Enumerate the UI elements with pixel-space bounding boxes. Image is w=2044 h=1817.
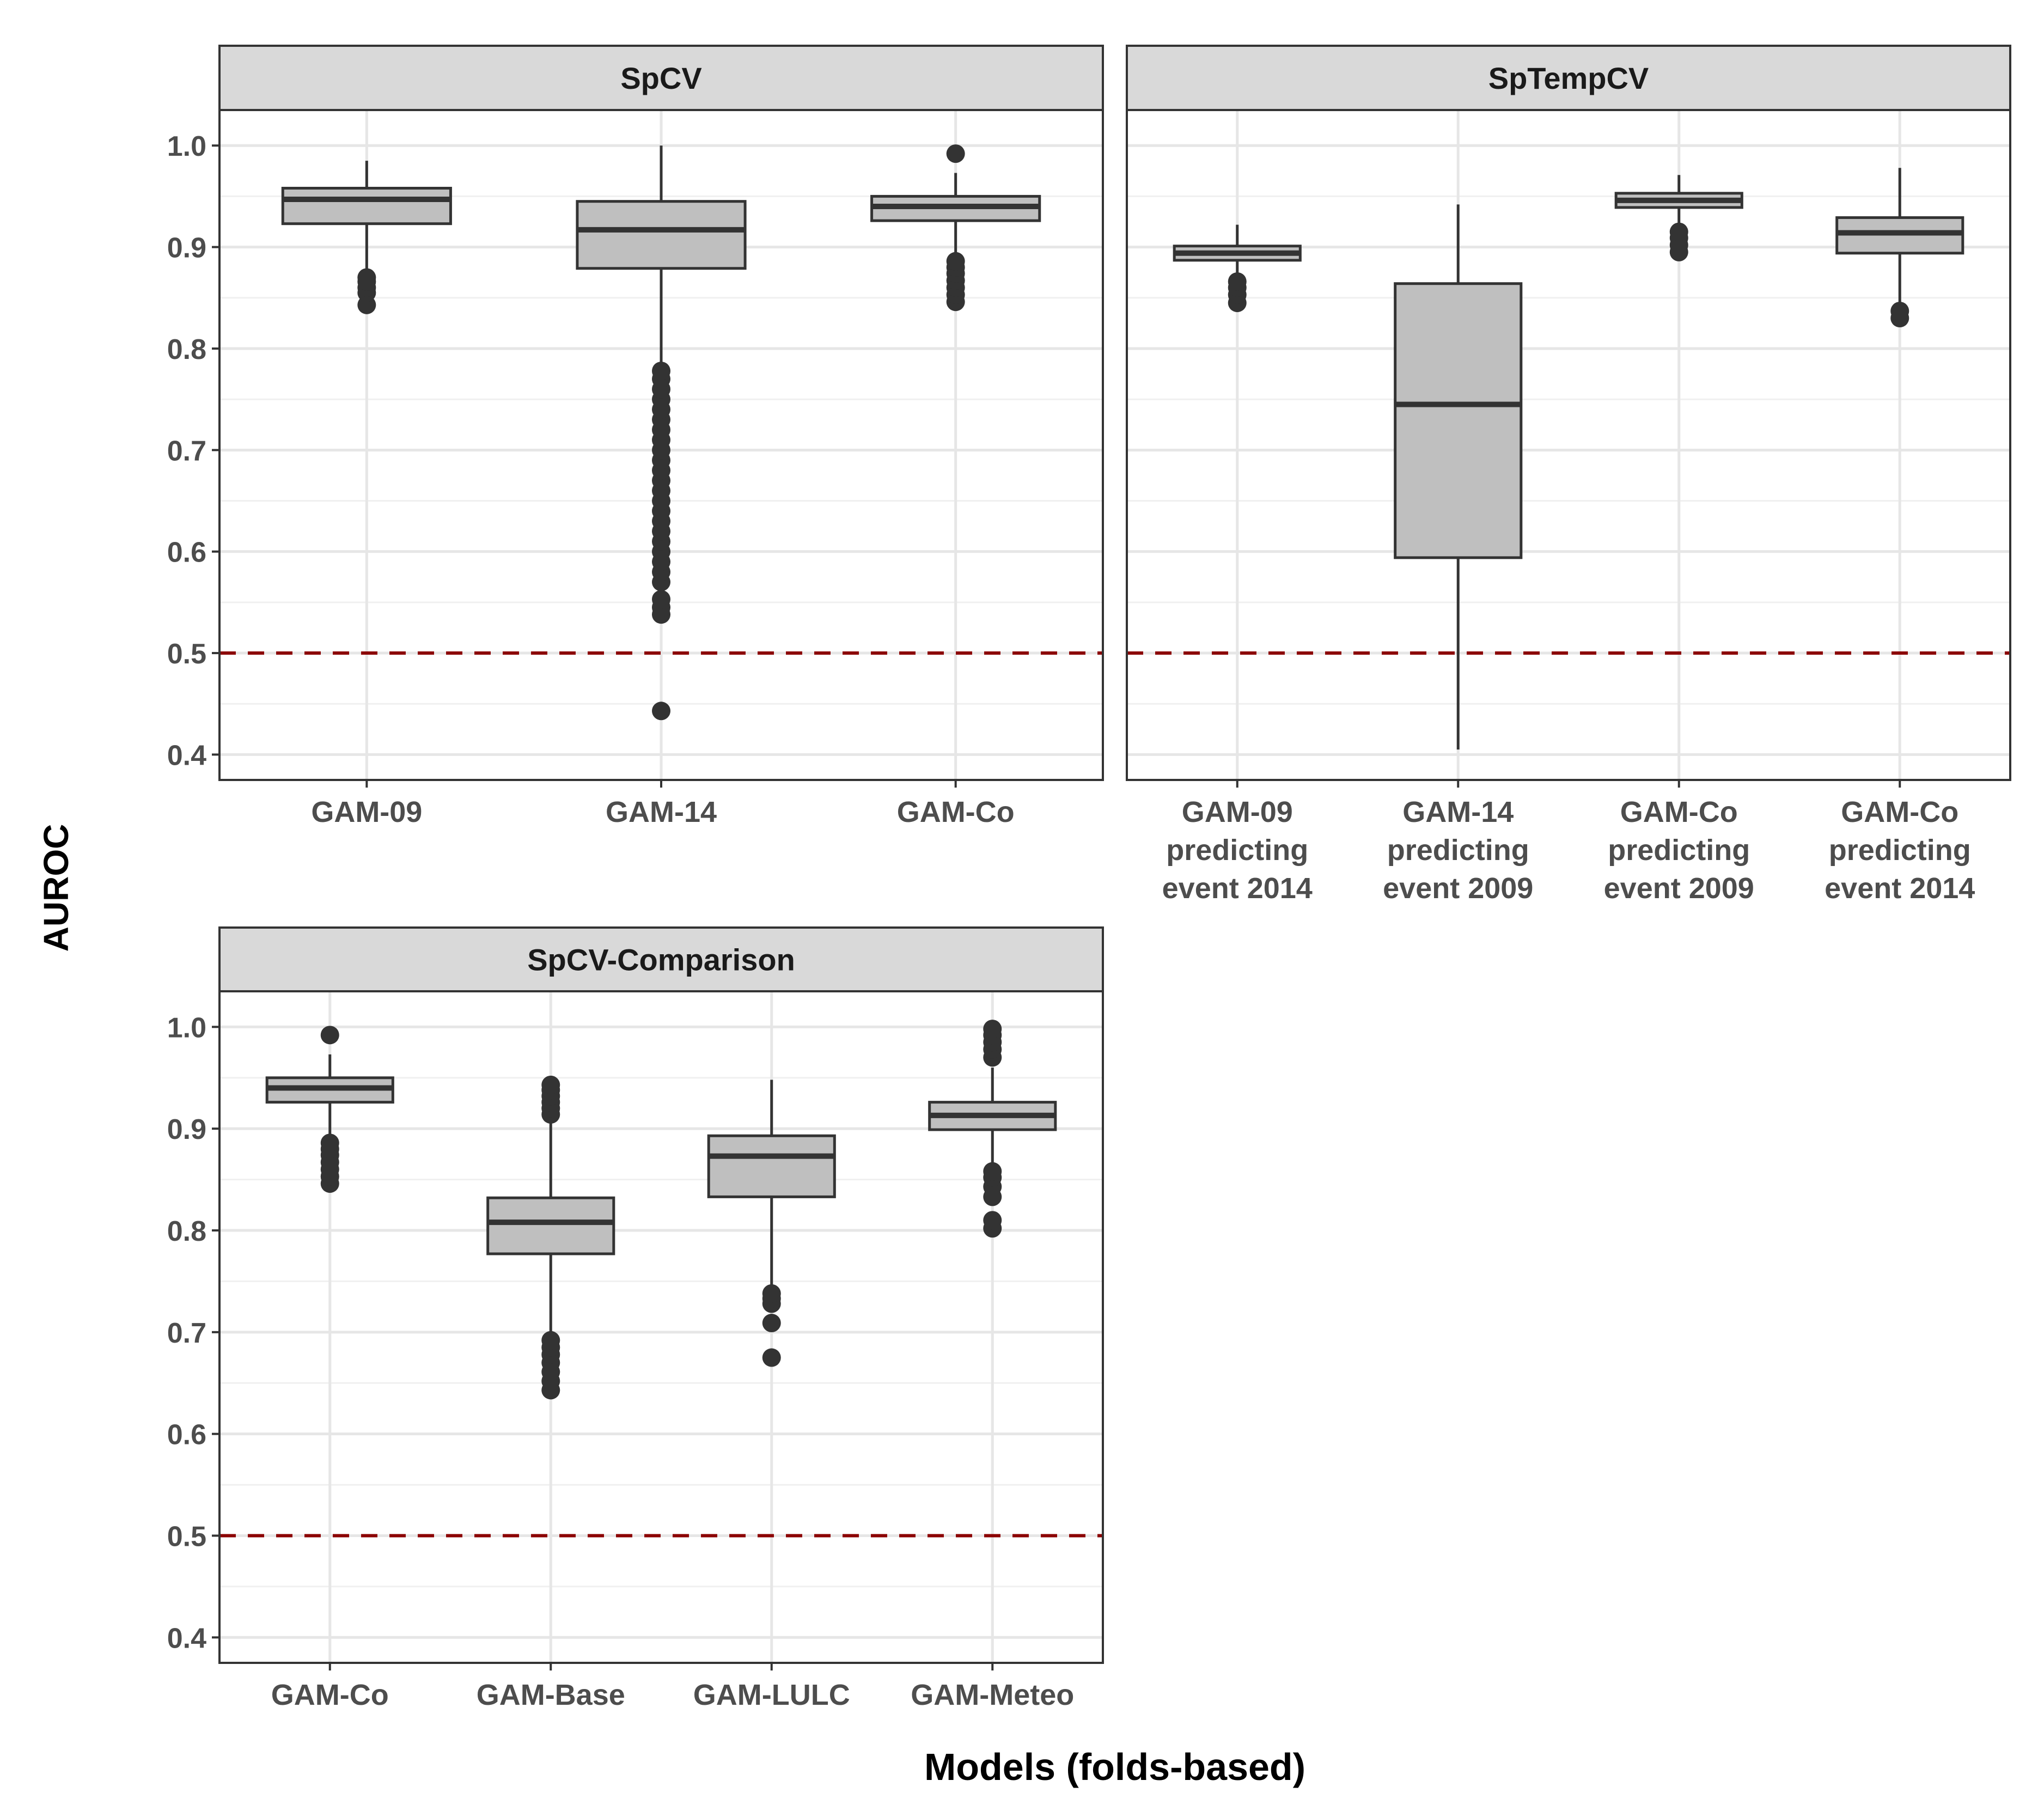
facet-title: SpCV-Comparison <box>527 943 795 977</box>
outlier-point <box>1890 302 1909 320</box>
x-tick-label: event 2009 <box>1383 872 1533 905</box>
x-tick-label: GAM-14 <box>1402 796 1514 828</box>
x-tick-label: event 2014 <box>1825 872 1975 905</box>
y-tick-label: 0.8 <box>167 334 206 365</box>
x-tick-label: GAM-LULC <box>693 1679 850 1711</box>
y-tick-label: 1.0 <box>167 1012 206 1044</box>
facet-strip <box>218 45 1104 111</box>
facet-panel-3: SpCV-Comparison 0.4 0.5 0.6 0.7 0.8 0.9 1.0 GAM-… <box>167 926 1104 1711</box>
y-tick-label: 0.7 <box>167 1318 206 1349</box>
box-4 <box>1835 168 1964 328</box>
y-axis-title: AUROC <box>36 824 76 952</box>
outlier-point <box>762 1348 781 1367</box>
x-tick-label: predicting <box>1387 834 1529 867</box>
box-3 <box>707 1080 836 1367</box>
y-tick-label: 1.0 <box>167 131 206 162</box>
outlier-point <box>357 268 376 287</box>
x-tick-label: predicting <box>1166 834 1308 867</box>
facet-title: SpCV <box>620 61 701 95</box>
y-tick-label: 0.4 <box>167 740 206 771</box>
x-tick-label: predicting <box>1608 834 1750 867</box>
outlier-point <box>652 361 670 380</box>
x-tick-label: GAM-Meteo <box>911 1679 1074 1711</box>
facet-strip <box>218 926 1104 992</box>
x-tick-label: predicting <box>1829 834 1971 867</box>
box-4 <box>928 1020 1057 1238</box>
outlier-point <box>320 1026 339 1045</box>
outlier-point <box>762 1314 781 1333</box>
outlier-point <box>541 1331 560 1350</box>
y-tick-label: 0.6 <box>167 537 206 569</box>
y-tick-label: 0.5 <box>167 638 206 670</box>
iqr-box <box>281 187 452 225</box>
x-tick-label: event 2009 <box>1604 872 1754 905</box>
outlier-point <box>762 1284 781 1303</box>
x-tick-label: GAM-Co <box>271 1679 389 1711</box>
iqr-box <box>707 1134 836 1198</box>
panel-border <box>1126 109 2011 781</box>
outlier-point <box>320 1133 339 1153</box>
outlier-point <box>652 590 670 609</box>
x-tick-label: event 2014 <box>1162 872 1313 905</box>
y-tick-label: 0.5 <box>167 1521 206 1552</box>
box-1 <box>1173 224 1302 313</box>
outlier-point <box>983 1020 1002 1039</box>
iqr-box <box>1394 282 1523 559</box>
box-3 <box>870 144 1041 312</box>
x-axis-title: Models (folds-based) <box>924 1746 1305 1788</box>
box-3 <box>1614 175 1743 261</box>
box-1 <box>265 1026 394 1193</box>
box-2 <box>486 1075 615 1400</box>
outlier-point <box>652 702 670 721</box>
y-tick-label: 0.9 <box>167 1114 206 1145</box>
outlier-point <box>1669 222 1688 241</box>
facet-title: SpTempCV <box>1488 61 1649 95</box>
outlier-point <box>1228 272 1247 291</box>
box-2 <box>1394 204 1523 750</box>
x-tick-label: GAM-09 <box>1182 796 1293 828</box>
y-tick-label: 0.9 <box>167 233 206 264</box>
panel-border <box>218 990 1104 1664</box>
box-2 <box>576 145 747 721</box>
x-tick-label: GAM-14 <box>606 796 717 828</box>
y-tick-label: 0.7 <box>167 435 206 467</box>
outlier-point <box>983 1211 1002 1230</box>
iqr-box <box>576 200 747 270</box>
outlier-point <box>983 1162 1002 1181</box>
facet-strip <box>1126 45 2011 111</box>
x-tick-label: GAM-09 <box>311 796 422 828</box>
facet-panel-2: SpTempCV GAM-09 predicting event 2014 GAM-14… <box>1126 45 2011 905</box>
y-tick-label: 0.8 <box>167 1216 206 1247</box>
x-tick-label: GAM-Co <box>897 796 1015 828</box>
x-tick-label: GAM-Co <box>1620 796 1738 828</box>
iqr-box <box>486 1196 615 1255</box>
y-tick-label: 0.4 <box>167 1623 206 1654</box>
outlier-point <box>946 144 965 163</box>
box-1 <box>281 161 452 314</box>
x-tick-label: GAM-Base <box>477 1679 625 1711</box>
y-tick-label: 0.6 <box>167 1419 206 1451</box>
outlier-point <box>541 1075 560 1094</box>
facet-panel-1: SpCV 0.4 0.5 0.6 0.7 0.8 0.9 1.0 GAM-09 GAM-14 GAM… <box>167 45 1104 828</box>
x-tick-label: GAM-Co <box>1841 796 1958 828</box>
panel-border <box>218 109 1104 781</box>
outlier-point <box>946 252 965 271</box>
